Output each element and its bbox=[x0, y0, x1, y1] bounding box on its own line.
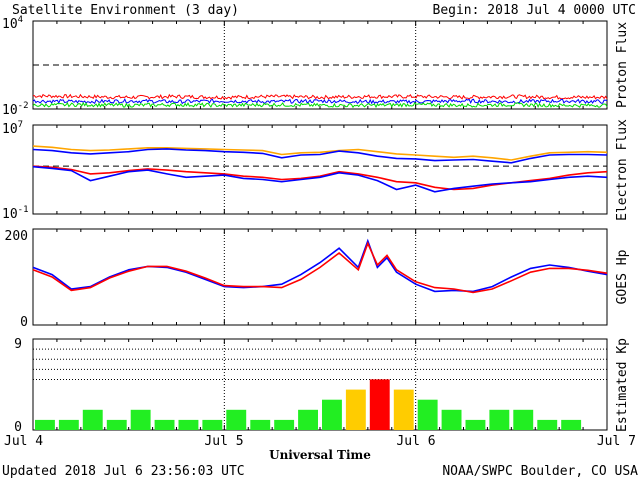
proton-flux-ylabel: Proton Flux bbox=[615, 22, 630, 108]
proton-ytick-bottom: 10-2 bbox=[2, 101, 29, 118]
kp-bar bbox=[35, 419, 55, 430]
electron-flux-ylabel: Electron Flux bbox=[615, 119, 630, 221]
xaxis-label: Universal Time bbox=[269, 448, 371, 462]
kp-bar bbox=[130, 409, 151, 430]
goes-hp-ylabel: GOES Hp bbox=[615, 249, 630, 304]
kp-bar bbox=[274, 419, 295, 430]
chart-title: Satellite Environment (3 day) bbox=[12, 3, 239, 18]
kp-bar bbox=[393, 389, 414, 430]
kp-bar bbox=[537, 419, 558, 430]
series-line-1-1 bbox=[32, 148, 608, 164]
kp-bar bbox=[345, 389, 366, 430]
kp-bar bbox=[106, 419, 127, 430]
electron-flux-panel bbox=[32, 124, 608, 215]
kp-bar bbox=[465, 419, 486, 430]
kp-bar bbox=[369, 379, 390, 430]
electron-ytick-bottom: 10-1 bbox=[2, 205, 29, 222]
kp-ytick-top: 9 bbox=[14, 337, 22, 352]
kp-bar bbox=[489, 409, 510, 430]
kp-bar bbox=[58, 419, 79, 430]
xtick-jul5: Jul 5 bbox=[204, 434, 243, 449]
credit: NOAA/SWPC Boulder, CO USA bbox=[442, 464, 638, 479]
kp-bar bbox=[513, 409, 534, 430]
xtick-jul7: Jul 7 bbox=[597, 434, 636, 449]
goes-ytick-top: 200 bbox=[5, 229, 28, 244]
series-line-1-0 bbox=[32, 145, 608, 161]
kp-bar bbox=[322, 399, 342, 430]
chart-marks bbox=[32, 21, 608, 430]
series-line-2-0 bbox=[32, 238, 608, 293]
proton-ytick-top: 104 bbox=[2, 15, 23, 32]
kp-bar bbox=[417, 399, 438, 430]
series-line-1-3 bbox=[32, 165, 608, 193]
begin-time: Begin: 2018 Jul 4 0000 UTC bbox=[433, 3, 637, 18]
electron-ytick-top: 107 bbox=[2, 120, 23, 137]
kp-bar bbox=[441, 409, 462, 430]
kp-bar bbox=[202, 419, 223, 430]
kp-ylabel: Estimated Kp bbox=[615, 338, 630, 432]
kp-bar bbox=[154, 419, 175, 430]
kp-bar bbox=[178, 419, 199, 430]
kp-bar bbox=[226, 409, 247, 430]
kp-bar bbox=[298, 409, 318, 430]
kp-bar bbox=[561, 419, 582, 430]
updated-time: Updated 2018 Jul 6 23:56:03 UTC bbox=[2, 464, 245, 479]
series-line-0-1 bbox=[32, 98, 608, 105]
series-line-0-0 bbox=[32, 93, 608, 100]
kp-bar bbox=[82, 409, 103, 430]
kp-bar bbox=[250, 419, 271, 430]
series-line-2-1 bbox=[32, 241, 608, 294]
goes-ytick-bottom: 0 bbox=[20, 315, 28, 330]
xtick-jul6: Jul 6 bbox=[396, 434, 435, 449]
xtick-jul4: Jul 4 bbox=[4, 434, 43, 449]
series-line-0-2 bbox=[32, 101, 608, 109]
kp-ytick-bottom: 0 bbox=[14, 420, 22, 435]
